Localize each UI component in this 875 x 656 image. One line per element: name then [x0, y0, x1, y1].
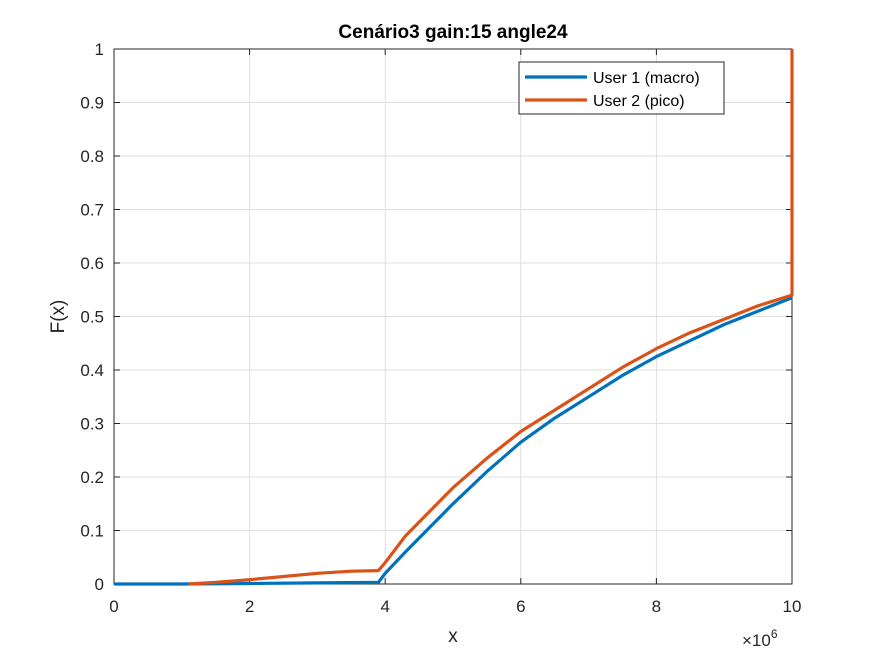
x-tick-label: 2	[245, 597, 254, 616]
y-tick-label: 0.5	[80, 308, 104, 327]
x-tick-label: 6	[516, 597, 525, 616]
y-tick-label: 0.3	[80, 415, 104, 434]
series-line-2	[188, 49, 794, 586]
x-tick-label: 8	[652, 597, 661, 616]
y-tick-label: 0.2	[80, 468, 104, 487]
legend-label-2: User 2 (pico)	[593, 93, 685, 110]
grid-layer	[113, 48, 793, 585]
y-axis-label: F(x)	[48, 300, 69, 334]
y-tick-label: 0.8	[80, 147, 104, 166]
x-exponent-power: 6	[771, 627, 778, 641]
y-tick-label: 0.1	[80, 522, 104, 541]
y-tick-label: 0.7	[80, 201, 104, 220]
legend: User 1 (macro) User 2 (pico)	[518, 61, 725, 115]
legend-label-1: User 1 (macro)	[593, 70, 700, 87]
y-tick-label: 0.4	[80, 361, 104, 380]
x-tick-label: 0	[109, 597, 118, 616]
labels-layer: 0 2 4 6 8 10 0 0.1 0.2 0.3 0.4 0.5 0.6 0.7 0.8 0.9 1	[80, 40, 801, 616]
y-tick-label: 1	[95, 40, 104, 59]
x-tick-label: 10	[783, 597, 802, 616]
series-layer	[114, 49, 794, 586]
y-tick-label: 0.6	[80, 254, 104, 273]
y-tick-label: 0	[95, 575, 104, 594]
x-axis-exponent: ×106	[742, 627, 778, 650]
series-line-1	[114, 296, 793, 586]
x-tick-label: 4	[380, 597, 389, 616]
x-exponent-base: ×10	[742, 631, 771, 650]
axes-layer	[113, 48, 793, 585]
y-tick-label: 0.9	[80, 94, 104, 113]
x-axis-label: x	[448, 626, 458, 647]
legend-box	[518, 61, 725, 115]
chart-title: Cenário3 gain:15 angle24	[338, 22, 568, 43]
